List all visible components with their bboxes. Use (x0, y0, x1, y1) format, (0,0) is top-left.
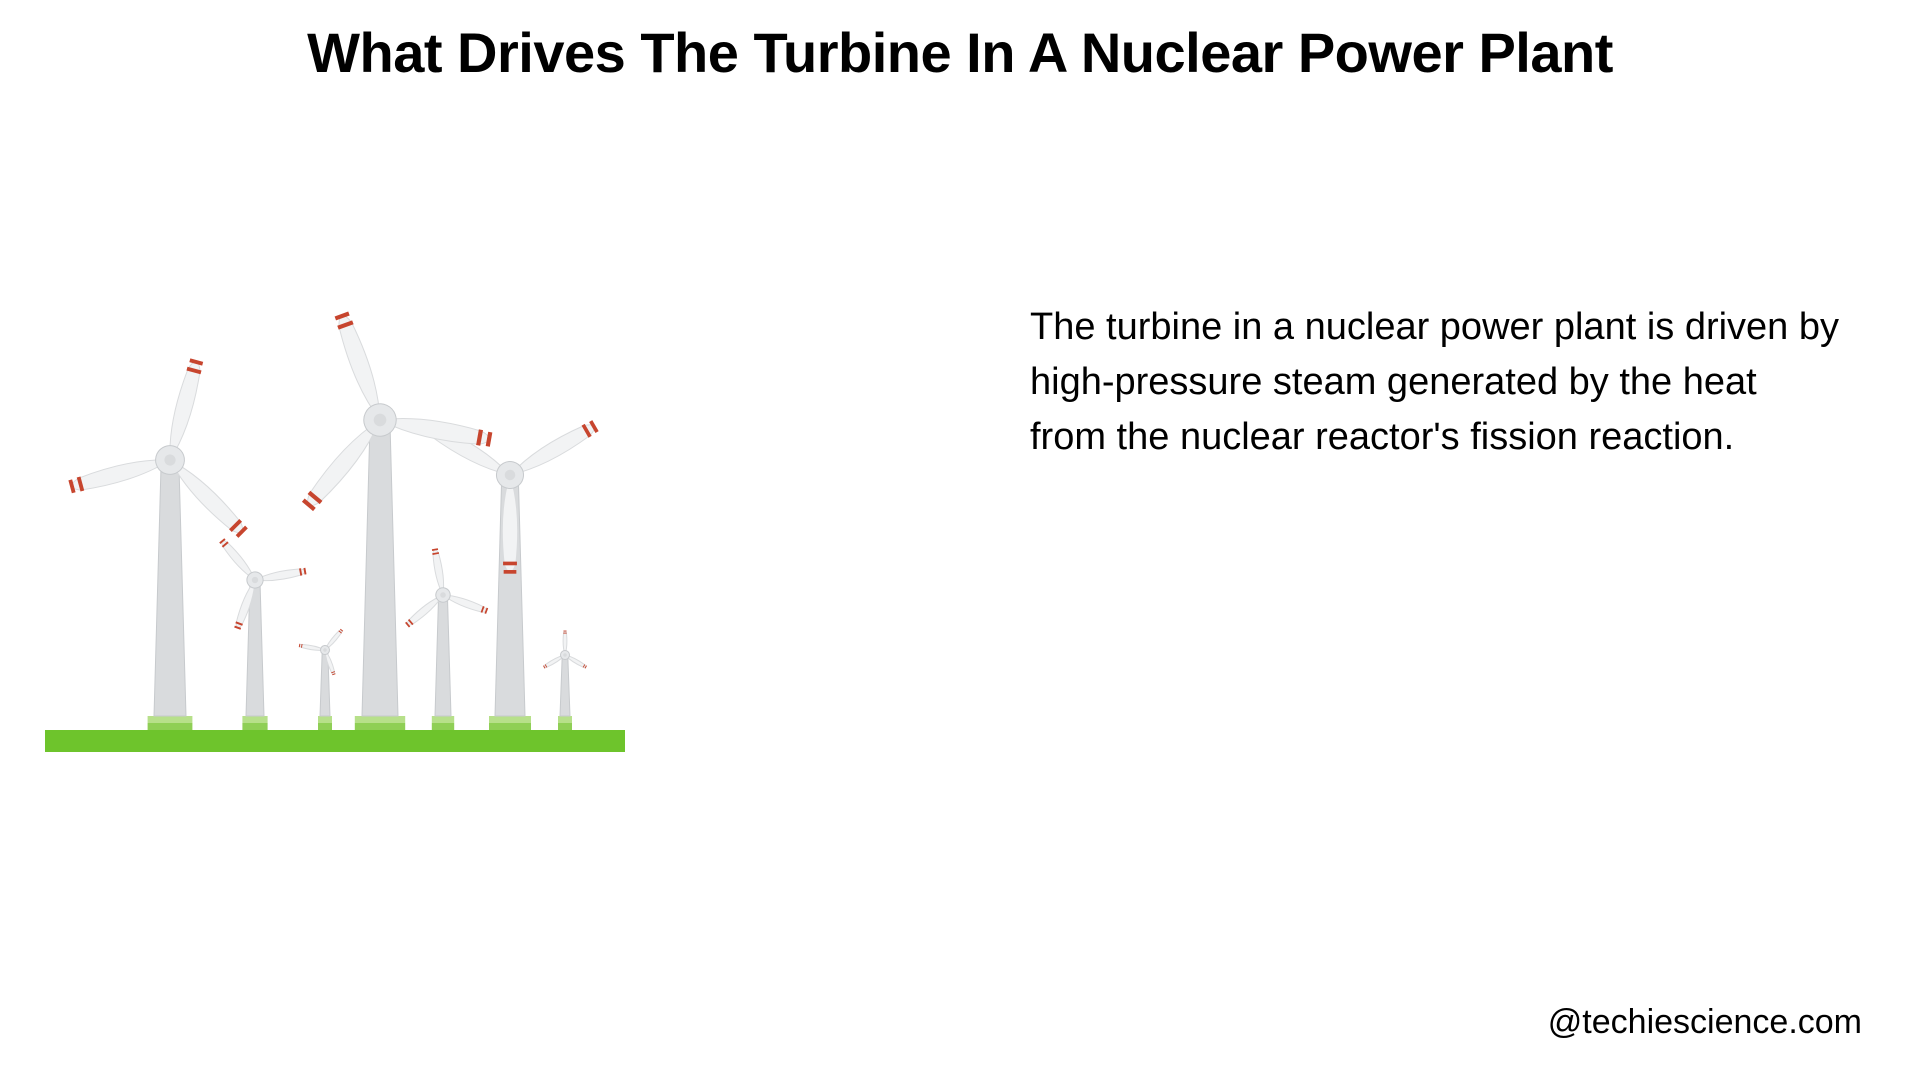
turbine-illustration (45, 300, 625, 760)
page-title: What Drives The Turbine In A Nuclear Pow… (0, 20, 1920, 85)
wind-turbines-icon (45, 300, 625, 760)
credit-text: @techiescience.com (1548, 1003, 1862, 1042)
body-paragraph: The turbine in a nuclear power plant is … (1030, 300, 1840, 465)
